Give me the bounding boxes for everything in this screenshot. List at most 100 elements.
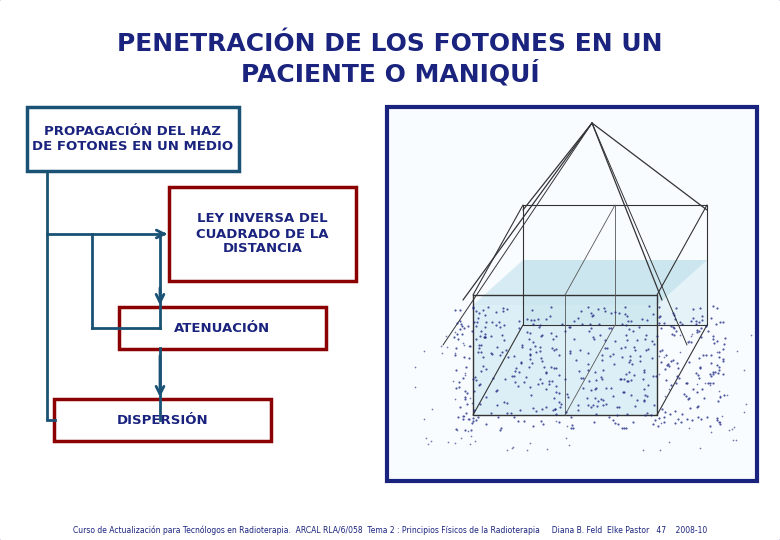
Point bbox=[484, 409, 497, 417]
Point bbox=[659, 407, 672, 416]
Point bbox=[552, 418, 565, 427]
Point bbox=[548, 393, 560, 402]
Point bbox=[599, 344, 612, 353]
Point bbox=[556, 319, 569, 328]
Point bbox=[537, 362, 550, 371]
Point bbox=[543, 380, 555, 388]
Point bbox=[470, 307, 482, 316]
Point bbox=[642, 381, 654, 389]
Point bbox=[452, 377, 465, 386]
Point bbox=[457, 412, 470, 421]
Point bbox=[574, 374, 587, 382]
Point bbox=[680, 379, 693, 388]
Point bbox=[647, 420, 659, 428]
Point bbox=[470, 322, 482, 331]
Point bbox=[468, 387, 480, 396]
Point bbox=[629, 402, 641, 410]
Point bbox=[639, 335, 651, 343]
Point bbox=[695, 415, 707, 423]
Point bbox=[665, 357, 677, 366]
Point bbox=[525, 316, 537, 325]
Point bbox=[599, 336, 612, 345]
Point bbox=[481, 303, 494, 312]
Point bbox=[654, 346, 666, 355]
Point bbox=[446, 377, 459, 386]
Point bbox=[485, 350, 498, 359]
Point bbox=[702, 326, 714, 335]
Point bbox=[547, 334, 559, 343]
Point bbox=[654, 446, 666, 455]
Point bbox=[675, 409, 688, 418]
Point bbox=[548, 404, 561, 413]
Point bbox=[530, 407, 543, 415]
Point bbox=[638, 396, 651, 404]
Point bbox=[682, 394, 694, 403]
Point bbox=[625, 391, 637, 400]
Point bbox=[549, 382, 562, 391]
Point bbox=[497, 304, 509, 313]
Point bbox=[457, 374, 470, 383]
Point bbox=[555, 400, 567, 409]
Point bbox=[582, 349, 594, 357]
Point bbox=[690, 368, 703, 377]
Point bbox=[675, 320, 688, 328]
Point bbox=[675, 417, 687, 426]
Point bbox=[664, 409, 676, 418]
Point bbox=[516, 341, 528, 349]
Point bbox=[641, 392, 654, 400]
Point bbox=[668, 324, 680, 333]
Point bbox=[502, 353, 514, 361]
Point bbox=[494, 426, 506, 434]
Point bbox=[696, 384, 708, 393]
Point bbox=[658, 353, 670, 361]
Point bbox=[595, 351, 608, 360]
Point bbox=[714, 318, 726, 327]
Point bbox=[535, 416, 548, 425]
Point bbox=[523, 363, 536, 372]
Point bbox=[485, 332, 498, 340]
Point bbox=[477, 361, 489, 370]
Point bbox=[665, 321, 677, 330]
Point bbox=[567, 424, 580, 433]
Point bbox=[620, 424, 633, 433]
Point bbox=[620, 331, 633, 340]
Point bbox=[456, 339, 469, 348]
Point bbox=[473, 332, 486, 340]
Point bbox=[613, 308, 626, 317]
Point bbox=[717, 370, 729, 379]
Point bbox=[553, 397, 566, 406]
Point bbox=[436, 348, 448, 357]
Point bbox=[690, 316, 702, 325]
Point bbox=[674, 331, 686, 340]
Point bbox=[726, 424, 739, 433]
Point bbox=[521, 327, 534, 336]
Point bbox=[598, 307, 611, 316]
Point bbox=[501, 408, 513, 417]
Point bbox=[616, 424, 629, 433]
Point bbox=[534, 320, 547, 329]
Point bbox=[569, 355, 582, 364]
Point bbox=[512, 381, 524, 390]
Point bbox=[490, 386, 502, 395]
Point bbox=[679, 390, 691, 399]
Point bbox=[648, 401, 661, 409]
Point bbox=[480, 318, 492, 327]
Point bbox=[704, 378, 716, 387]
Point bbox=[658, 417, 670, 426]
Point bbox=[561, 421, 573, 430]
Point bbox=[473, 399, 486, 408]
Point bbox=[451, 426, 463, 435]
Point bbox=[690, 387, 703, 396]
Point bbox=[553, 403, 566, 411]
Point bbox=[691, 380, 704, 389]
Point bbox=[479, 333, 491, 342]
Point bbox=[509, 378, 522, 387]
Point bbox=[480, 393, 492, 402]
Point bbox=[553, 350, 566, 359]
Point bbox=[589, 384, 601, 393]
Point bbox=[628, 342, 640, 351]
Point bbox=[662, 359, 675, 368]
Point bbox=[549, 363, 562, 372]
Point bbox=[562, 393, 574, 402]
Point bbox=[643, 301, 655, 310]
